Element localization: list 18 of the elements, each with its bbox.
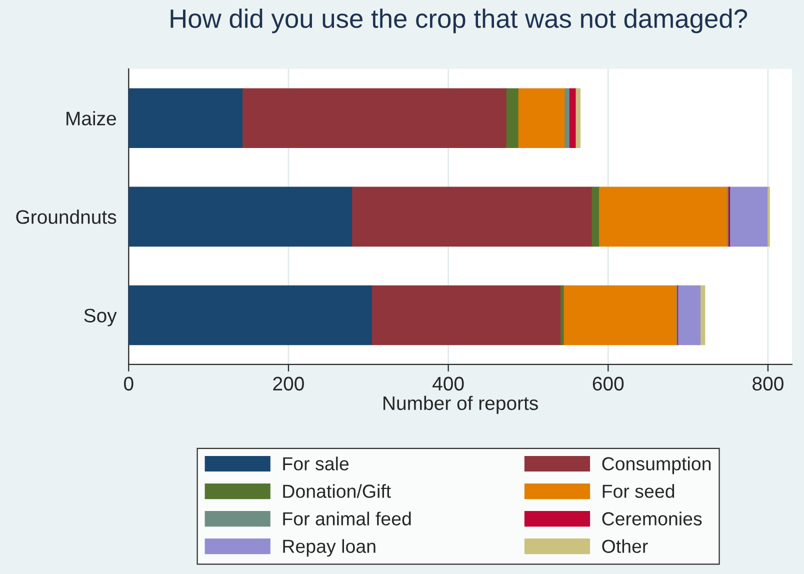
- x-tick-label: 800: [752, 376, 784, 391]
- x-tick-label: 400: [432, 376, 464, 391]
- legend-label: Donation/Gift: [283, 484, 391, 498]
- legend-label: Other: [602, 539, 648, 553]
- chart-title: How did you use the crop that was not damaged?: [170, 8, 748, 34]
- legend-label: For seed: [602, 484, 674, 498]
- x-tick-label: 0: [124, 376, 134, 391]
- legend-label: For sale: [283, 456, 349, 470]
- legend-label: Ceremonies: [602, 512, 702, 526]
- x-tick-label: 200: [273, 376, 304, 391]
- y-tick-label: Soy: [84, 308, 117, 326]
- y-tick-label: Groundnuts: [16, 210, 116, 224]
- x-axis-title: Number of reports: [384, 396, 538, 414]
- x-tick-label: 600: [592, 376, 624, 391]
- legend-label: For animal feed: [283, 512, 411, 526]
- legend-label: Repay loan: [283, 539, 376, 557]
- y-tick-label: Maize: [66, 111, 116, 126]
- legend-label: Consumption: [602, 456, 711, 474]
